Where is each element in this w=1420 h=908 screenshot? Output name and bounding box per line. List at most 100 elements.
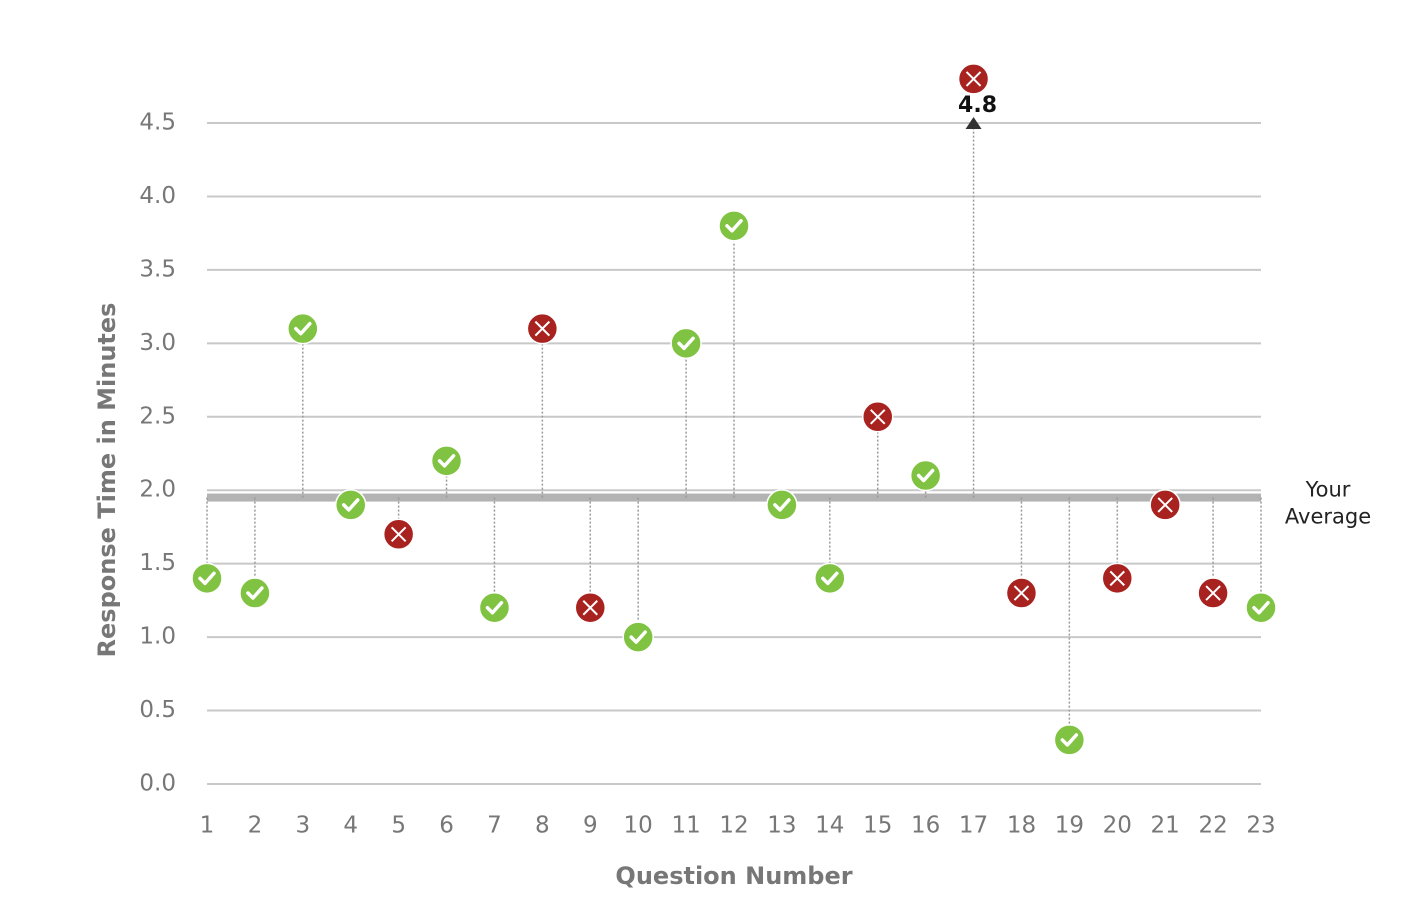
point (622, 621, 654, 653)
point (526, 312, 559, 345)
y-tick-label: 4.5 (139, 110, 176, 136)
point (814, 562, 846, 595)
point (766, 489, 798, 521)
point (478, 591, 511, 624)
average-label: Your Average (1285, 478, 1371, 529)
y-tick-label: 2.0 (139, 477, 176, 503)
y-tick-label: 3.5 (139, 256, 176, 282)
x-tick-label: 12 (719, 813, 748, 839)
x-tick-label: 10 (624, 813, 653, 839)
point-marker (1053, 724, 1086, 756)
point (191, 562, 223, 595)
point-marker (622, 621, 654, 653)
point (1149, 489, 1181, 521)
x-tick-label: 9 (583, 813, 598, 839)
point-marker (814, 562, 846, 595)
check-icon (437, 454, 456, 468)
data-label: 4.8 (958, 93, 997, 118)
point-marker (909, 459, 942, 492)
point-marker (239, 577, 271, 609)
x-tick-label: 1 (200, 813, 215, 839)
point (574, 591, 607, 624)
check-icon (677, 336, 695, 351)
check-icon (341, 498, 360, 512)
x-tick-label: 21 (1151, 813, 1180, 839)
x-tick-label: 19 (1055, 813, 1084, 839)
point (861, 401, 894, 433)
check-icon (485, 600, 504, 615)
point (718, 210, 750, 242)
y-tick-label: 0.0 (139, 771, 176, 797)
average-label-line: Average (1285, 505, 1371, 529)
point (957, 63, 990, 95)
x-axis-title: Question Number (615, 862, 852, 890)
x-tick-label: 13 (767, 813, 796, 839)
x-icon (582, 600, 598, 616)
point (239, 577, 271, 609)
x-tick-label: 8 (535, 813, 550, 839)
y-tick-label: 1.0 (139, 624, 176, 650)
x-tick-label: 2 (248, 813, 263, 839)
x-tick-label: 6 (439, 813, 454, 839)
check-icon (246, 586, 264, 600)
check-icon (821, 571, 839, 586)
point-marker (1245, 591, 1277, 624)
check-icon (1252, 600, 1270, 615)
x-tick-label: 5 (391, 813, 406, 839)
point (1053, 724, 1086, 756)
point-marker (191, 562, 223, 595)
point (334, 489, 367, 521)
x-icon (1157, 497, 1173, 513)
point (287, 312, 319, 345)
x-tick-label: 23 (1246, 813, 1275, 839)
point-marker (430, 445, 463, 477)
x-icon (1109, 570, 1125, 587)
x-icon (534, 320, 551, 337)
x-tick-label: 7 (487, 813, 502, 839)
x-tick-label: 22 (1198, 813, 1227, 839)
check-icon (916, 468, 935, 483)
point (1101, 562, 1134, 595)
y-tick-label: 3.0 (139, 330, 176, 356)
point (382, 518, 415, 551)
x-tick-label: 4 (343, 813, 358, 839)
x-tick-label: 11 (671, 813, 700, 839)
x-tick-label: 17 (959, 813, 988, 839)
y-tick-label: 4.0 (139, 183, 176, 209)
point-marker (718, 210, 750, 242)
overflow-arrow (965, 117, 982, 129)
x-icon (1205, 585, 1221, 601)
check-icon (773, 498, 791, 512)
point (1005, 577, 1038, 609)
point (909, 459, 942, 492)
check-icon (629, 630, 647, 644)
y-tick-label: 1.5 (139, 550, 176, 576)
y-tick-label: 0.5 (139, 697, 176, 723)
y-tick-label: 2.5 (139, 403, 176, 429)
x-tick-label: 3 (295, 813, 310, 839)
point-marker (478, 591, 511, 624)
check-icon (1060, 733, 1079, 747)
x-icon (390, 526, 407, 542)
x-tick-label: 20 (1103, 813, 1132, 839)
x-tick-label: 14 (815, 813, 844, 839)
check-icon (294, 321, 312, 336)
x-icon (870, 409, 886, 425)
point (1245, 591, 1277, 624)
x-icon (965, 71, 982, 87)
y-axis-title: Response Time in Minutes (93, 303, 121, 658)
x-tick-label: 18 (1007, 813, 1036, 839)
point-marker (670, 327, 702, 360)
point-marker (334, 489, 367, 521)
point (670, 327, 702, 360)
point-marker (287, 312, 319, 345)
point (1197, 577, 1229, 609)
x-tick-label: 15 (863, 813, 892, 839)
check-icon (198, 571, 216, 586)
x-icon (1013, 585, 1030, 601)
point (430, 445, 463, 477)
check-icon (725, 219, 743, 233)
point-marker (766, 489, 798, 521)
average-label-line: Your (1305, 478, 1351, 502)
